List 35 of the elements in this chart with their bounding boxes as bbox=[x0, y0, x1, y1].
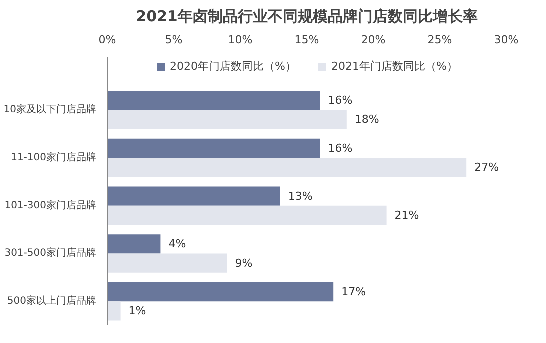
bar bbox=[108, 158, 467, 178]
bar bbox=[108, 110, 347, 130]
x-tick-label: 15% bbox=[294, 34, 320, 46]
data-label: 18% bbox=[354, 113, 380, 126]
bar bbox=[108, 234, 161, 254]
legend-label: 2020年门店数同比（%） bbox=[170, 59, 296, 74]
bar bbox=[108, 206, 387, 225]
y-tick-label: 301-500家门店品牌 bbox=[4, 247, 97, 260]
data-label: 4% bbox=[168, 238, 186, 251]
y-tick-label: 11-100家门店品牌 bbox=[11, 152, 96, 164]
bar bbox=[108, 138, 320, 158]
x-tick-label: 5% bbox=[165, 34, 183, 46]
bar bbox=[108, 282, 334, 302]
x-tick-label: 10% bbox=[228, 34, 253, 46]
data-label: 16% bbox=[328, 94, 353, 108]
bar bbox=[108, 186, 280, 206]
legend-label: 2021年门店数同比（%） bbox=[332, 59, 458, 74]
data-label: 13% bbox=[288, 190, 313, 203]
y-tick-label: 10家及以下门店品牌 bbox=[4, 104, 97, 116]
data-label: 21% bbox=[394, 208, 420, 222]
y-tick-label: 101-300家门店品牌 bbox=[4, 199, 97, 212]
x-tick-label: 0% bbox=[98, 34, 116, 46]
data-label: 27% bbox=[474, 161, 500, 174]
bar bbox=[108, 91, 320, 110]
bar bbox=[108, 254, 228, 273]
x-tick-label: 20% bbox=[361, 34, 386, 46]
data-label: 16% bbox=[328, 142, 353, 155]
data-label: 9% bbox=[235, 256, 253, 270]
chart-title: 2021年卤制品行业不同规模品牌门店数同比增长率 bbox=[136, 8, 478, 26]
data-label: 1% bbox=[128, 304, 146, 318]
y-tick-label: 500家以上门店品牌 bbox=[7, 295, 97, 308]
bar bbox=[108, 302, 121, 321]
x-tick-label: 30% bbox=[494, 34, 519, 46]
data-label: 17% bbox=[342, 286, 366, 298]
x-tick-label: 25% bbox=[428, 34, 452, 46]
